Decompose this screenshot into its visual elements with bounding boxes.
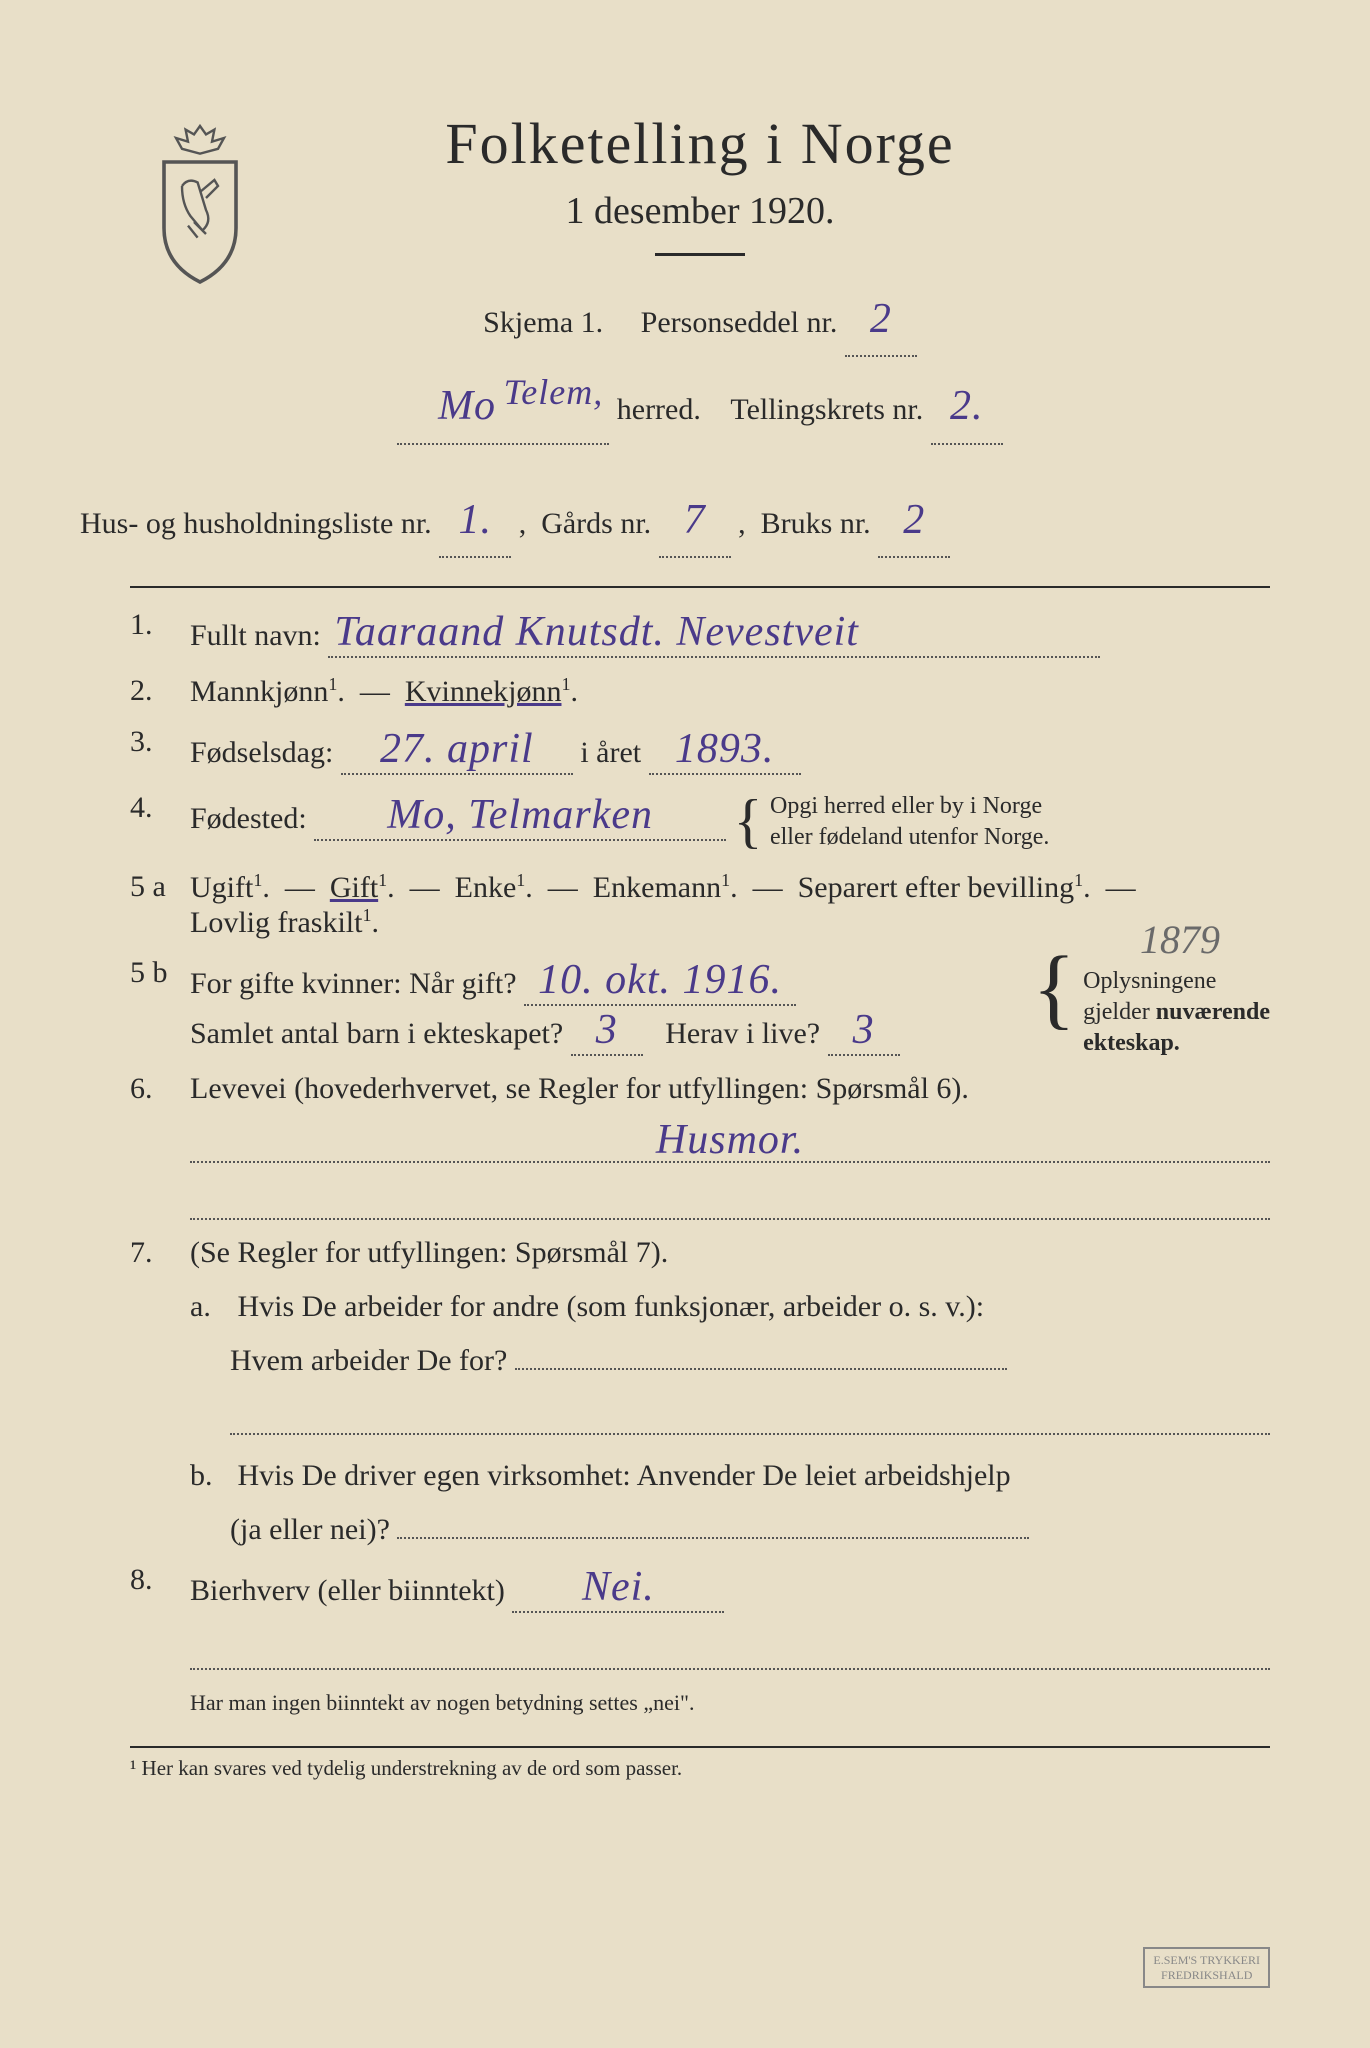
q8-label: Bierhverv (eller biinntekt) [190, 1574, 505, 1607]
q6-label: Levevei (hovederhvervet, se Regler for u… [190, 1072, 969, 1105]
q4-note1: Opgi herred eller by i Norge [770, 793, 1042, 819]
q2: 2. Mannkjønn1. — Kvinnekjønn1. [130, 674, 1270, 709]
hus-nr: 1. [439, 485, 511, 558]
herred-label: herred. [617, 393, 701, 426]
tellingskrets-nr: 2. [931, 371, 1003, 444]
q5b-num: 5 b [130, 956, 190, 990]
q8-num: 8. [130, 1563, 190, 1597]
q7a-line2: Hvem arbeider De for? [230, 1344, 507, 1377]
herred-line: Mo Telem, herred. Tellingskrets nr. 2. [130, 371, 1270, 444]
q1: 1. Fullt navn: Taaraand Knutsdt. Nevestv… [130, 608, 1270, 658]
divider [655, 253, 745, 256]
hus-line: Hus- og husholdningsliste nr. 1. , Gårds… [80, 485, 1270, 558]
date-subtitle: 1 desember 1920. [130, 189, 1270, 233]
q5a-ugift: Ugift [190, 871, 253, 904]
q3-year-label: i året [580, 736, 641, 769]
q7a-letter: a. [190, 1290, 230, 1324]
footnote-nei: Har man ingen biinntekt av nogen betydni… [190, 1690, 1270, 1716]
q7-num: 7. [130, 1236, 190, 1270]
shield-svg [140, 120, 260, 288]
q5a-enkemann: Enkemann [593, 871, 721, 904]
person-label: Personseddel nr. [641, 306, 838, 339]
q4-num: 4. [130, 791, 190, 825]
herred-value: Mo [438, 371, 496, 442]
q4-value: Mo, Telmarken [314, 791, 726, 841]
q7b-line2: (ja eller nei)? [230, 1513, 390, 1546]
census-form-page: Folketelling i Norge 1 desember 1920. Sk… [0, 0, 1370, 2048]
q1-value: Taaraand Knutsdt. Nevestveit [328, 608, 1100, 658]
q5b-note3: ekteskap. [1083, 1030, 1180, 1056]
q7b-letter: b. [190, 1459, 230, 1493]
q5b-margin-year: 1879 [1140, 916, 1220, 963]
bruks-label: Bruks nr. [761, 507, 871, 540]
q8-value: Nei. [512, 1563, 724, 1613]
q2-kvinne: Kvinnekjønn [405, 675, 562, 708]
q3-year: 1893. [649, 725, 801, 775]
q1-label: Fullt navn: [190, 619, 321, 652]
q7a-line1: Hvis De arbeider for andre (som funksjon… [238, 1290, 985, 1323]
q5a-gift: Gift [330, 871, 378, 904]
q7: 7. (Se Regler for utfyllingen: Spørsmål … [130, 1236, 1270, 1547]
q5a-num: 5 a [130, 870, 190, 904]
q7-label: (Se Regler for utfyllingen: Spørsmål 7). [190, 1236, 668, 1269]
q4-note2: eller fødeland utenfor Norge. [770, 824, 1049, 850]
q6-num: 6. [130, 1072, 190, 1106]
q3-num: 3. [130, 725, 190, 759]
q5b-children: 3 [571, 1006, 643, 1056]
q8: 8. Bierhverv (eller biinntekt) Nei. [130, 1563, 1270, 1670]
stamp-line2: FREDRIKSHALD [1161, 1968, 1252, 1982]
q4-label: Fødested: [190, 802, 307, 835]
q5a-fraskilt: Lovlig fraskilt [190, 906, 362, 939]
q5b-alive: 3 [828, 1006, 900, 1056]
schema-line: Skjema 1. Personseddel nr. 2 [130, 284, 1270, 357]
stamp-line1: E.SEM'S TRYKKERI [1153, 1953, 1260, 1967]
q5b-alive-label: Herav i live? [665, 1017, 820, 1050]
q7b-line1: Hvis De driver egen virksomhet: Anvender… [238, 1459, 1011, 1492]
q5b-children-label: Samlet antal barn i ekteskapet? [190, 1017, 563, 1050]
q5a-enke: Enke [455, 871, 517, 904]
hus-label: Hus- og husholdningsliste nr. [80, 507, 432, 540]
person-nr: 2 [845, 284, 917, 357]
q5a-separert: Separert efter bevilling [798, 871, 1075, 904]
q5b: 5 b For gifte kvinner: Når gift? 10. okt… [130, 956, 1270, 1056]
bruks-nr: 2 [878, 485, 950, 558]
tellingskrets-label: Tellingskrets nr. [730, 393, 923, 426]
footnote-underline: ¹ Her kan svares ved tydelig understrekn… [130, 1746, 1270, 1781]
hr [130, 586, 1270, 588]
printer-stamp: E.SEM'S TRYKKERI FREDRIKSHALD [1143, 1947, 1270, 1988]
q5a: 5 a Ugift1. — Gift1. — Enke1. — Enkemann… [130, 870, 1270, 940]
q2-mann: Mannkjønn [190, 675, 328, 708]
herred-note: Telem, [504, 362, 604, 423]
q1-num: 1. [130, 608, 190, 642]
q6: 6. Levevei (hovederhvervet, se Regler fo… [130, 1072, 1270, 1220]
q5b-note1: Oplysningene [1083, 968, 1216, 994]
schema-label: Skjema 1. [483, 306, 603, 339]
q5b-label: For gifte kvinner: Når gift? [190, 967, 517, 1000]
header: Folketelling i Norge 1 desember 1920. Sk… [130, 110, 1270, 445]
q5b-value: 10. okt. 1916. [524, 956, 796, 1006]
coat-of-arms-icon [140, 120, 260, 280]
q3-label: Fødselsdag: [190, 736, 333, 769]
q6-value: Husmor. [656, 1116, 804, 1164]
q3: 3. Fødselsdag: 27. april i året 1893. [130, 725, 1270, 775]
q3-day: 27. april [341, 725, 573, 775]
gards-nr: 7 [659, 485, 731, 558]
q5b-note2: gjelder nuværende [1083, 999, 1270, 1025]
q2-num: 2. [130, 674, 190, 708]
main-title: Folketelling i Norge [130, 110, 1270, 177]
q4: 4. Fødested: Mo, Telmarken { Opgi herred… [130, 791, 1270, 853]
gards-label: Gårds nr. [541, 507, 651, 540]
